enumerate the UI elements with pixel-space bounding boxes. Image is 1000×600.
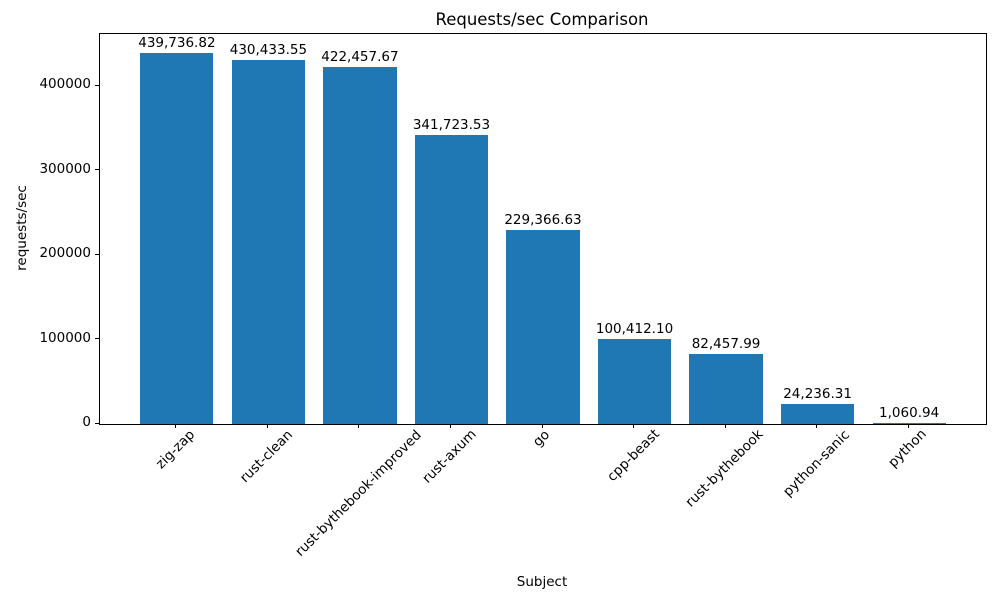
x-tick-label-rust-axum: rust-axum (419, 426, 481, 487)
bar-rust-axum (414, 135, 489, 424)
bar-value-label: 100,412.10 (595, 321, 674, 338)
x-tick-mark (358, 424, 360, 428)
x-axis-title: Subject (516, 574, 568, 590)
x-tick-label-zig-zap: zig-zap (152, 426, 199, 472)
x-tick-label-python-sanic: python-sanic (779, 426, 853, 500)
bar-value-label: 1,060.94 (879, 405, 940, 422)
x-tick-label-cpp-beast: cpp-beast (603, 426, 663, 486)
bar-value-label: 422,457.67 (321, 49, 399, 66)
plot-area: 439,736.82 430,433.55 422,457.67 341,723.53… (99, 33, 987, 425)
y-tick-mark (95, 422, 99, 424)
x-tick-mark (175, 424, 177, 428)
x-tick-mark (449, 424, 451, 428)
bar-go (506, 230, 580, 424)
bar-python-sanic (780, 403, 855, 424)
y-tick-mark (95, 253, 99, 255)
y-tick-label: 400000 (39, 76, 91, 93)
y-tick-label: 0 (82, 414, 91, 430)
bar-value-label: 430,433.55 (229, 42, 308, 59)
x-tick-mark (266, 424, 268, 428)
x-tick-label-go: go (529, 426, 554, 450)
bar-value-label: 439,736.82 (138, 34, 216, 51)
y-tick-label: 100000 (39, 329, 91, 346)
x-tick-label-python: python (885, 426, 930, 472)
bar-zig-zap (140, 52, 214, 424)
x-tick-mark (541, 424, 543, 428)
y-tick-label: 200000 (39, 245, 91, 262)
bar-rust-bythebook-improved (323, 67, 397, 424)
y-tick-mark (95, 84, 99, 86)
bar-cpp-beast (597, 339, 672, 424)
y-tick-label: 300000 (39, 160, 91, 177)
y-tick-mark (95, 169, 99, 171)
x-tick-mark (633, 424, 635, 428)
chart-title: Requests/sec Comparison (435, 10, 649, 29)
x-tick-label-rust-bythebook-improved: rust-bythebook-improved (292, 426, 425, 560)
bar-python (872, 423, 946, 424)
bar-rust-clean (231, 60, 306, 424)
x-tick-mark (724, 424, 726, 428)
x-tick-label-rust-clean: rust-clean (237, 426, 297, 486)
bar-rust-bythebook (689, 354, 763, 424)
bar-value-label: 24,236.31 (783, 385, 852, 402)
x-tick-mark (907, 424, 909, 428)
x-tick-mark (816, 424, 818, 428)
bar-value-label: 82,457.99 (691, 336, 761, 353)
bar-value-label: 341,723.53 (412, 117, 491, 134)
bar-value-label: 229,366.63 (504, 212, 582, 229)
y-tick-mark (95, 338, 99, 340)
x-tick-label-rust-bythebook: rust-bythebook (682, 426, 767, 511)
